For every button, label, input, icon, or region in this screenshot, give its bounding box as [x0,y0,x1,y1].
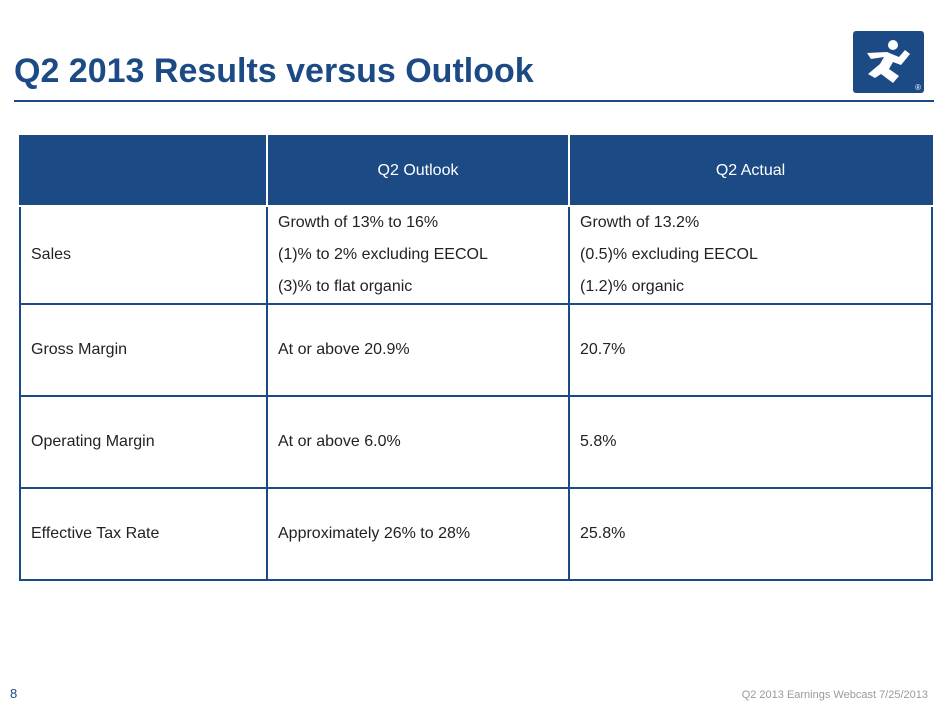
table-row-operating-margin: Operating Margin At or above 6.0% 5.8% [19,395,933,489]
outlook-cell: Growth of 13% to 16% (1)% to 2% excludin… [266,205,570,305]
running-man-logo-icon [867,40,910,83]
header-cell-outlook: Q2 Outlook [266,135,570,207]
metric-cell: Gross Margin [19,303,268,397]
header-cell-actual: Q2 Actual [568,135,933,207]
metric-cell: Operating Margin [19,395,268,489]
outlook-line: Growth of 13% to 16% [278,214,439,231]
actual-line: (1.2)% organic [580,278,685,295]
table-header-row: Q2 Outlook Q2 Actual [19,135,933,207]
actual-cell: 20.7% [568,303,933,397]
outlook-cell: At or above 20.9% [266,303,570,397]
table-row-sales: Sales Growth of 13% to 16% (1)% to 2% ex… [19,205,933,305]
outlook-line: (3)% to flat organic [278,278,413,295]
title-divider [14,100,934,102]
page-title: Q2 2013 Results versus Outlook [14,52,534,90]
table-row-gross-margin: Gross Margin At or above 20.9% 20.7% [19,303,933,397]
metric-cell: Effective Tax Rate [19,487,268,581]
footer-caption: Q2 2013 Earnings Webcast 7/25/2013 [741,689,928,701]
outlook-cell: At or above 6.0% [266,395,570,489]
actual-line: (0.5)% excluding EECOL [580,246,758,263]
metric-cell: Sales [19,205,268,305]
outlook-line: (1)% to 2% excluding EECOL [278,246,488,263]
results-table: Q2 Outlook Q2 Actual Sales Growth of 13%… [19,135,933,581]
actual-cell: 5.8% [568,395,933,489]
actual-cell: Growth of 13.2% (0.5)% excluding EECOL (… [568,205,933,305]
outlook-cell: Approximately 26% to 28% [266,487,570,581]
actual-line: Growth of 13.2% [580,214,700,231]
company-logo: ® [853,31,924,93]
table-row-effective-tax-rate: Effective Tax Rate Approximately 26% to … [19,487,933,581]
page-number: 8 [10,686,18,701]
header-cell-metric [19,135,268,207]
actual-cell: 25.8% [568,487,933,581]
registered-mark: ® [915,83,921,92]
